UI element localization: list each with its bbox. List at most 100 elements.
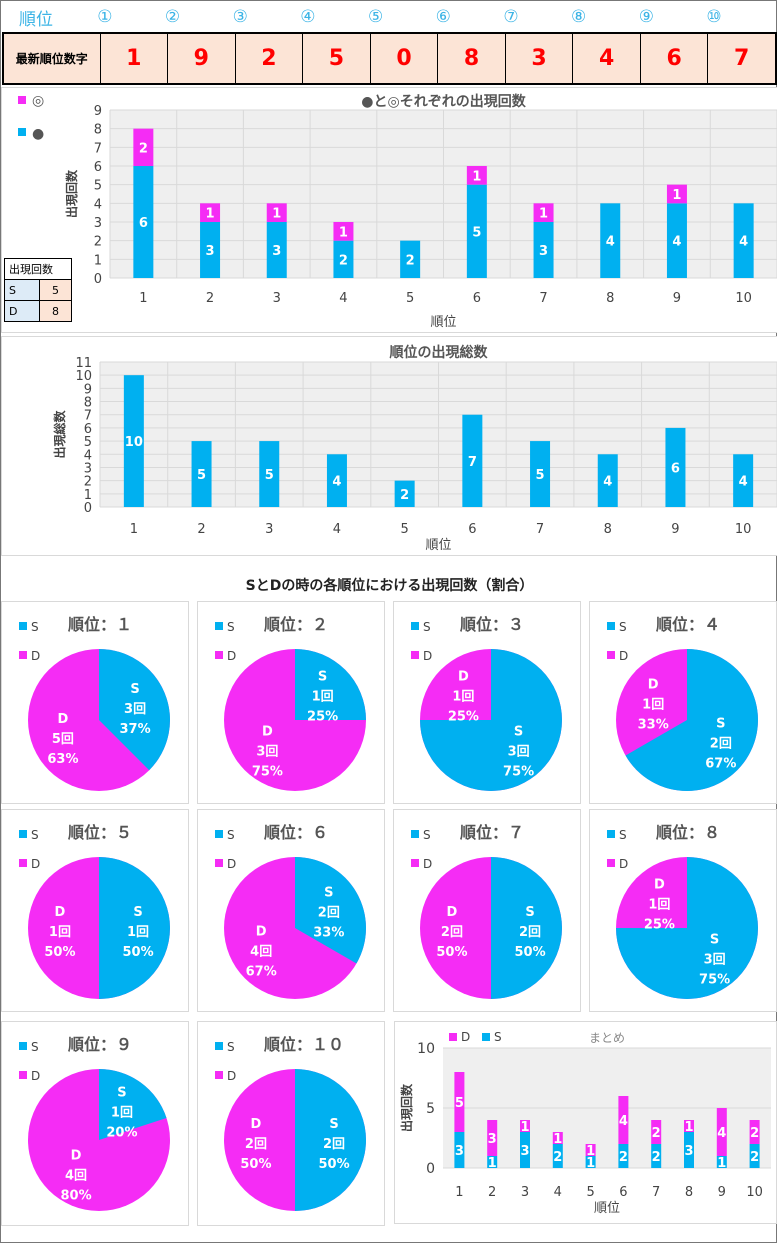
pie-label-D: 1回 <box>49 925 71 940</box>
bar-● <box>200 222 221 278</box>
x-tick-label: 5 <box>586 1185 594 1200</box>
x-tick-label: 3 <box>273 291 281 306</box>
bar-D <box>520 1120 530 1132</box>
x-axis-title: 順位 <box>594 1201 620 1216</box>
data-label: 2 <box>750 1126 759 1141</box>
pie-title: 順位：１ <box>67 615 132 634</box>
pie-title: 順位：８ <box>655 823 720 842</box>
data-label: 2 <box>652 1126 661 1141</box>
y-tick-label: 4 <box>94 197 102 212</box>
pie-chart: 順位：３ S D S 3回 75% D 1回 25% <box>393 601 581 804</box>
pie-label-D: 2回 <box>441 925 463 940</box>
legend-label: D <box>227 857 236 871</box>
x-tick-label: 10 <box>735 291 752 306</box>
bar-S <box>618 1144 629 1168</box>
latest-digit: 9 <box>167 34 235 83</box>
data-label: 1 <box>684 1120 693 1135</box>
pie-label-S: S <box>716 717 725 732</box>
pie-label-D: D <box>251 1117 262 1132</box>
data-label: 7 <box>468 455 477 470</box>
latest-digit: 7 <box>707 34 775 83</box>
data-label: 4 <box>739 475 748 490</box>
pie-label-D: D <box>55 905 66 920</box>
legend-swatch <box>215 859 223 867</box>
bar-D <box>585 1144 596 1156</box>
data-label: 2 <box>553 1150 562 1165</box>
data-label: 1 <box>586 1156 595 1171</box>
x-tick-label: 6 <box>468 522 476 537</box>
bar-S <box>552 1144 563 1168</box>
x-tick-label: 6 <box>473 291 481 306</box>
pie-title: 順位：４ <box>655 615 720 634</box>
bar-◎ <box>333 222 354 241</box>
y-tick-label: 9 <box>84 382 92 397</box>
legend-swatch <box>18 128 26 136</box>
y-axis-title: 出現総数 <box>52 410 67 459</box>
x-tick-label: 8 <box>604 522 612 537</box>
pie-label-D: 75% <box>252 765 283 780</box>
count-table-title: 出現回数 <box>4 258 72 280</box>
pie-slice-S <box>99 857 170 999</box>
x-tick-label: 7 <box>652 1185 660 1200</box>
pie-label-D: 50% <box>44 945 75 960</box>
data-label: 5 <box>265 468 274 483</box>
y-tick-label: 9 <box>94 104 102 119</box>
count-key: S <box>4 279 40 301</box>
bar-total <box>665 427 686 507</box>
data-label: 1 <box>586 1144 595 1159</box>
y-tick-label: 10 <box>75 369 92 384</box>
pie-label-S: S <box>324 885 333 900</box>
pie-chart: 順位：９ S D S 1回 20% D 4回 80% <box>1 1021 189 1226</box>
pie-label-D: D <box>648 677 659 692</box>
y-tick-label: 6 <box>84 422 92 437</box>
legend-swatch <box>215 1071 223 1079</box>
pie-label-S: 25% <box>307 709 338 724</box>
x-tick-label: 3 <box>265 522 273 537</box>
pie-label-D: D <box>447 905 458 920</box>
y-tick-label: 4 <box>84 448 92 463</box>
pie-slice-S <box>491 857 562 999</box>
pie-slice-S <box>295 857 366 964</box>
rank-position: ③ <box>232 7 248 27</box>
pie-label-D: 50% <box>436 945 467 960</box>
rank-header-label: 順位 <box>19 9 53 30</box>
pie-label-S: S <box>329 1117 338 1132</box>
data-label: 4 <box>672 235 681 250</box>
y-tick-label: 6 <box>94 160 102 175</box>
pie-label-S: 3回 <box>124 702 146 717</box>
bar-● <box>600 203 621 278</box>
pie-chart: 順位：２ S D S 1回 25% D 3回 75% <box>197 601 385 804</box>
rank-position: ⑦ <box>503 7 519 27</box>
pie-label-S: 50% <box>122 945 153 960</box>
x-tick-label: 1 <box>130 522 138 537</box>
latest-digit: 0 <box>369 34 438 83</box>
pie-title: 順位：５ <box>67 823 132 842</box>
chart-title: ●と◎それぞれの出現回数 <box>361 93 526 110</box>
x-tick-label: 9 <box>718 1185 726 1200</box>
latest-digit: 5 <box>302 34 370 83</box>
bar-● <box>733 203 754 278</box>
bar-S <box>520 1132 530 1168</box>
latest-digit: 6 <box>639 34 708 83</box>
pie-label-D: D <box>58 712 69 727</box>
legend-label: D <box>619 649 628 663</box>
pie-title: 順位：９ <box>67 1035 132 1054</box>
data-label: 4 <box>717 1126 726 1141</box>
y-tick-label: 0 <box>426 1161 435 1177</box>
bar-● <box>400 240 421 278</box>
x-tick-label: 4 <box>554 1185 562 1200</box>
legend-label: D <box>31 857 40 871</box>
pie-label-S: 1回 <box>111 1105 133 1120</box>
legend-label: S <box>619 620 627 634</box>
pie-label-D: 25% <box>644 917 675 932</box>
data-label: 3 <box>539 244 548 259</box>
bar-D <box>618 1096 629 1144</box>
pie-title: 順位：７ <box>459 823 524 842</box>
pie-title: 順位：１０ <box>263 1035 344 1054</box>
legend-label: S <box>423 620 431 634</box>
rank-position: ⑤ <box>367 7 384 27</box>
legend-label: D <box>31 649 40 663</box>
data-label: 2 <box>139 141 148 156</box>
pie-label-S: 33% <box>313 925 344 940</box>
data-label: 1 <box>520 1120 529 1135</box>
